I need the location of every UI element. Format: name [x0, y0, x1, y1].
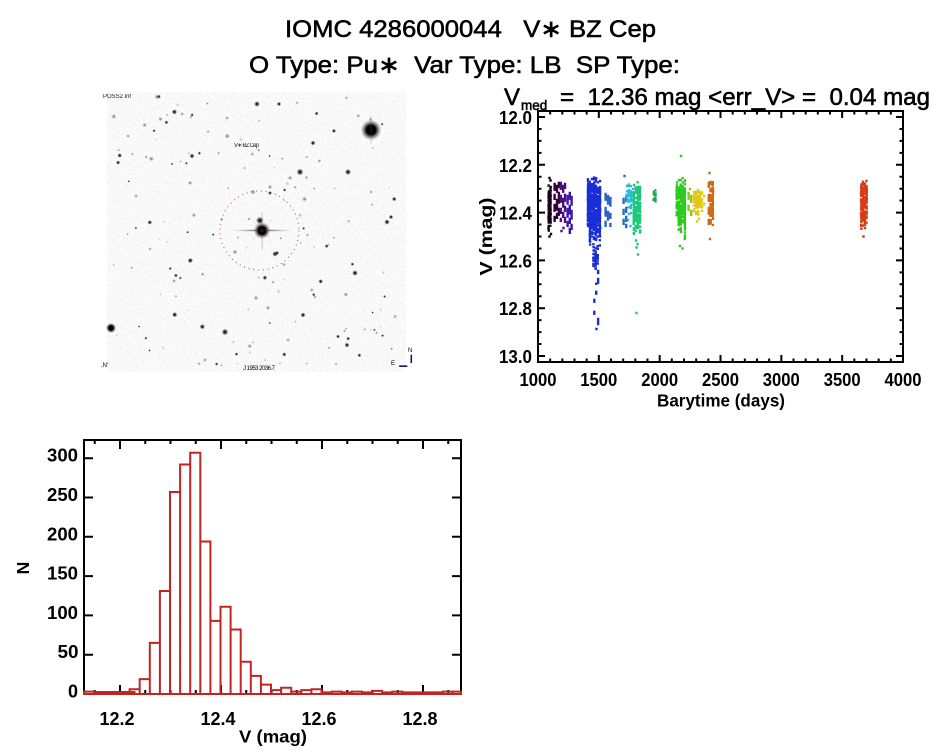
svg-text:100: 100: [47, 603, 78, 623]
svg-text:O Type: Pu∗ Var Type: LB SP: O Type: Pu∗ Var Type: LB SP Type:: [249, 52, 680, 79]
svg-text:12.6: 12.6: [302, 709, 337, 729]
svg-text:IOMC 4286000044 V∗ BZ Cep: IOMC 4286000044 V∗ BZ Cep: [285, 16, 656, 43]
svg-text:V (mag): V (mag): [239, 727, 307, 747]
svg-text:12.8: 12.8: [499, 299, 532, 319]
svg-text:E: E: [391, 361, 395, 367]
svg-text:200: 200: [47, 524, 78, 544]
svg-text:4000: 4000: [885, 370, 922, 390]
svg-text:1000: 1000: [520, 370, 557, 390]
svg-text:12.8: 12.8: [403, 709, 438, 729]
svg-text:300: 300: [47, 446, 78, 466]
svg-text:13.0: 13.0: [499, 347, 532, 367]
svg-text:med: med: [521, 98, 547, 113]
svg-text:12.2: 12.2: [499, 156, 532, 176]
svg-text:250: 250: [47, 485, 78, 505]
svg-text:3000: 3000: [763, 370, 800, 390]
svg-text:V∗ BZ Cep: V∗ BZ Cep: [234, 143, 260, 149]
svg-text:12.6: 12.6: [499, 251, 532, 271]
svg-text:,Nʹ: ,Nʹ: [101, 362, 108, 369]
svg-text:1500: 1500: [580, 370, 617, 390]
svg-text:12.0: 12.0: [499, 108, 532, 128]
svg-text:V: V: [504, 84, 520, 111]
svg-text:Barytime (days): Barytime (days): [657, 391, 785, 411]
svg-text:150: 150: [47, 564, 78, 584]
svg-text:0: 0: [68, 682, 78, 702]
svg-text:J 1953 2036.7: J 1953 2036.7: [243, 366, 276, 372]
svg-text:= 12.36 mag <err_V> = 0.04 m: = 12.36 mag <err_V> = 0.04 mag: [560, 84, 930, 111]
svg-text:2000: 2000: [641, 370, 678, 390]
svg-text:12.4: 12.4: [201, 709, 236, 729]
svg-text:50: 50: [58, 642, 79, 662]
svg-text:N: N: [408, 348, 412, 354]
svg-text:POSS2 inf: POSS2 inf: [103, 94, 131, 100]
svg-text:12.2: 12.2: [100, 709, 135, 729]
svg-text:12.4: 12.4: [499, 204, 532, 224]
svg-text:2500: 2500: [702, 370, 739, 390]
svg-text:3500: 3500: [824, 370, 861, 390]
svg-text:V (mag): V (mag): [476, 198, 496, 276]
svg-text:N: N: [13, 562, 33, 575]
